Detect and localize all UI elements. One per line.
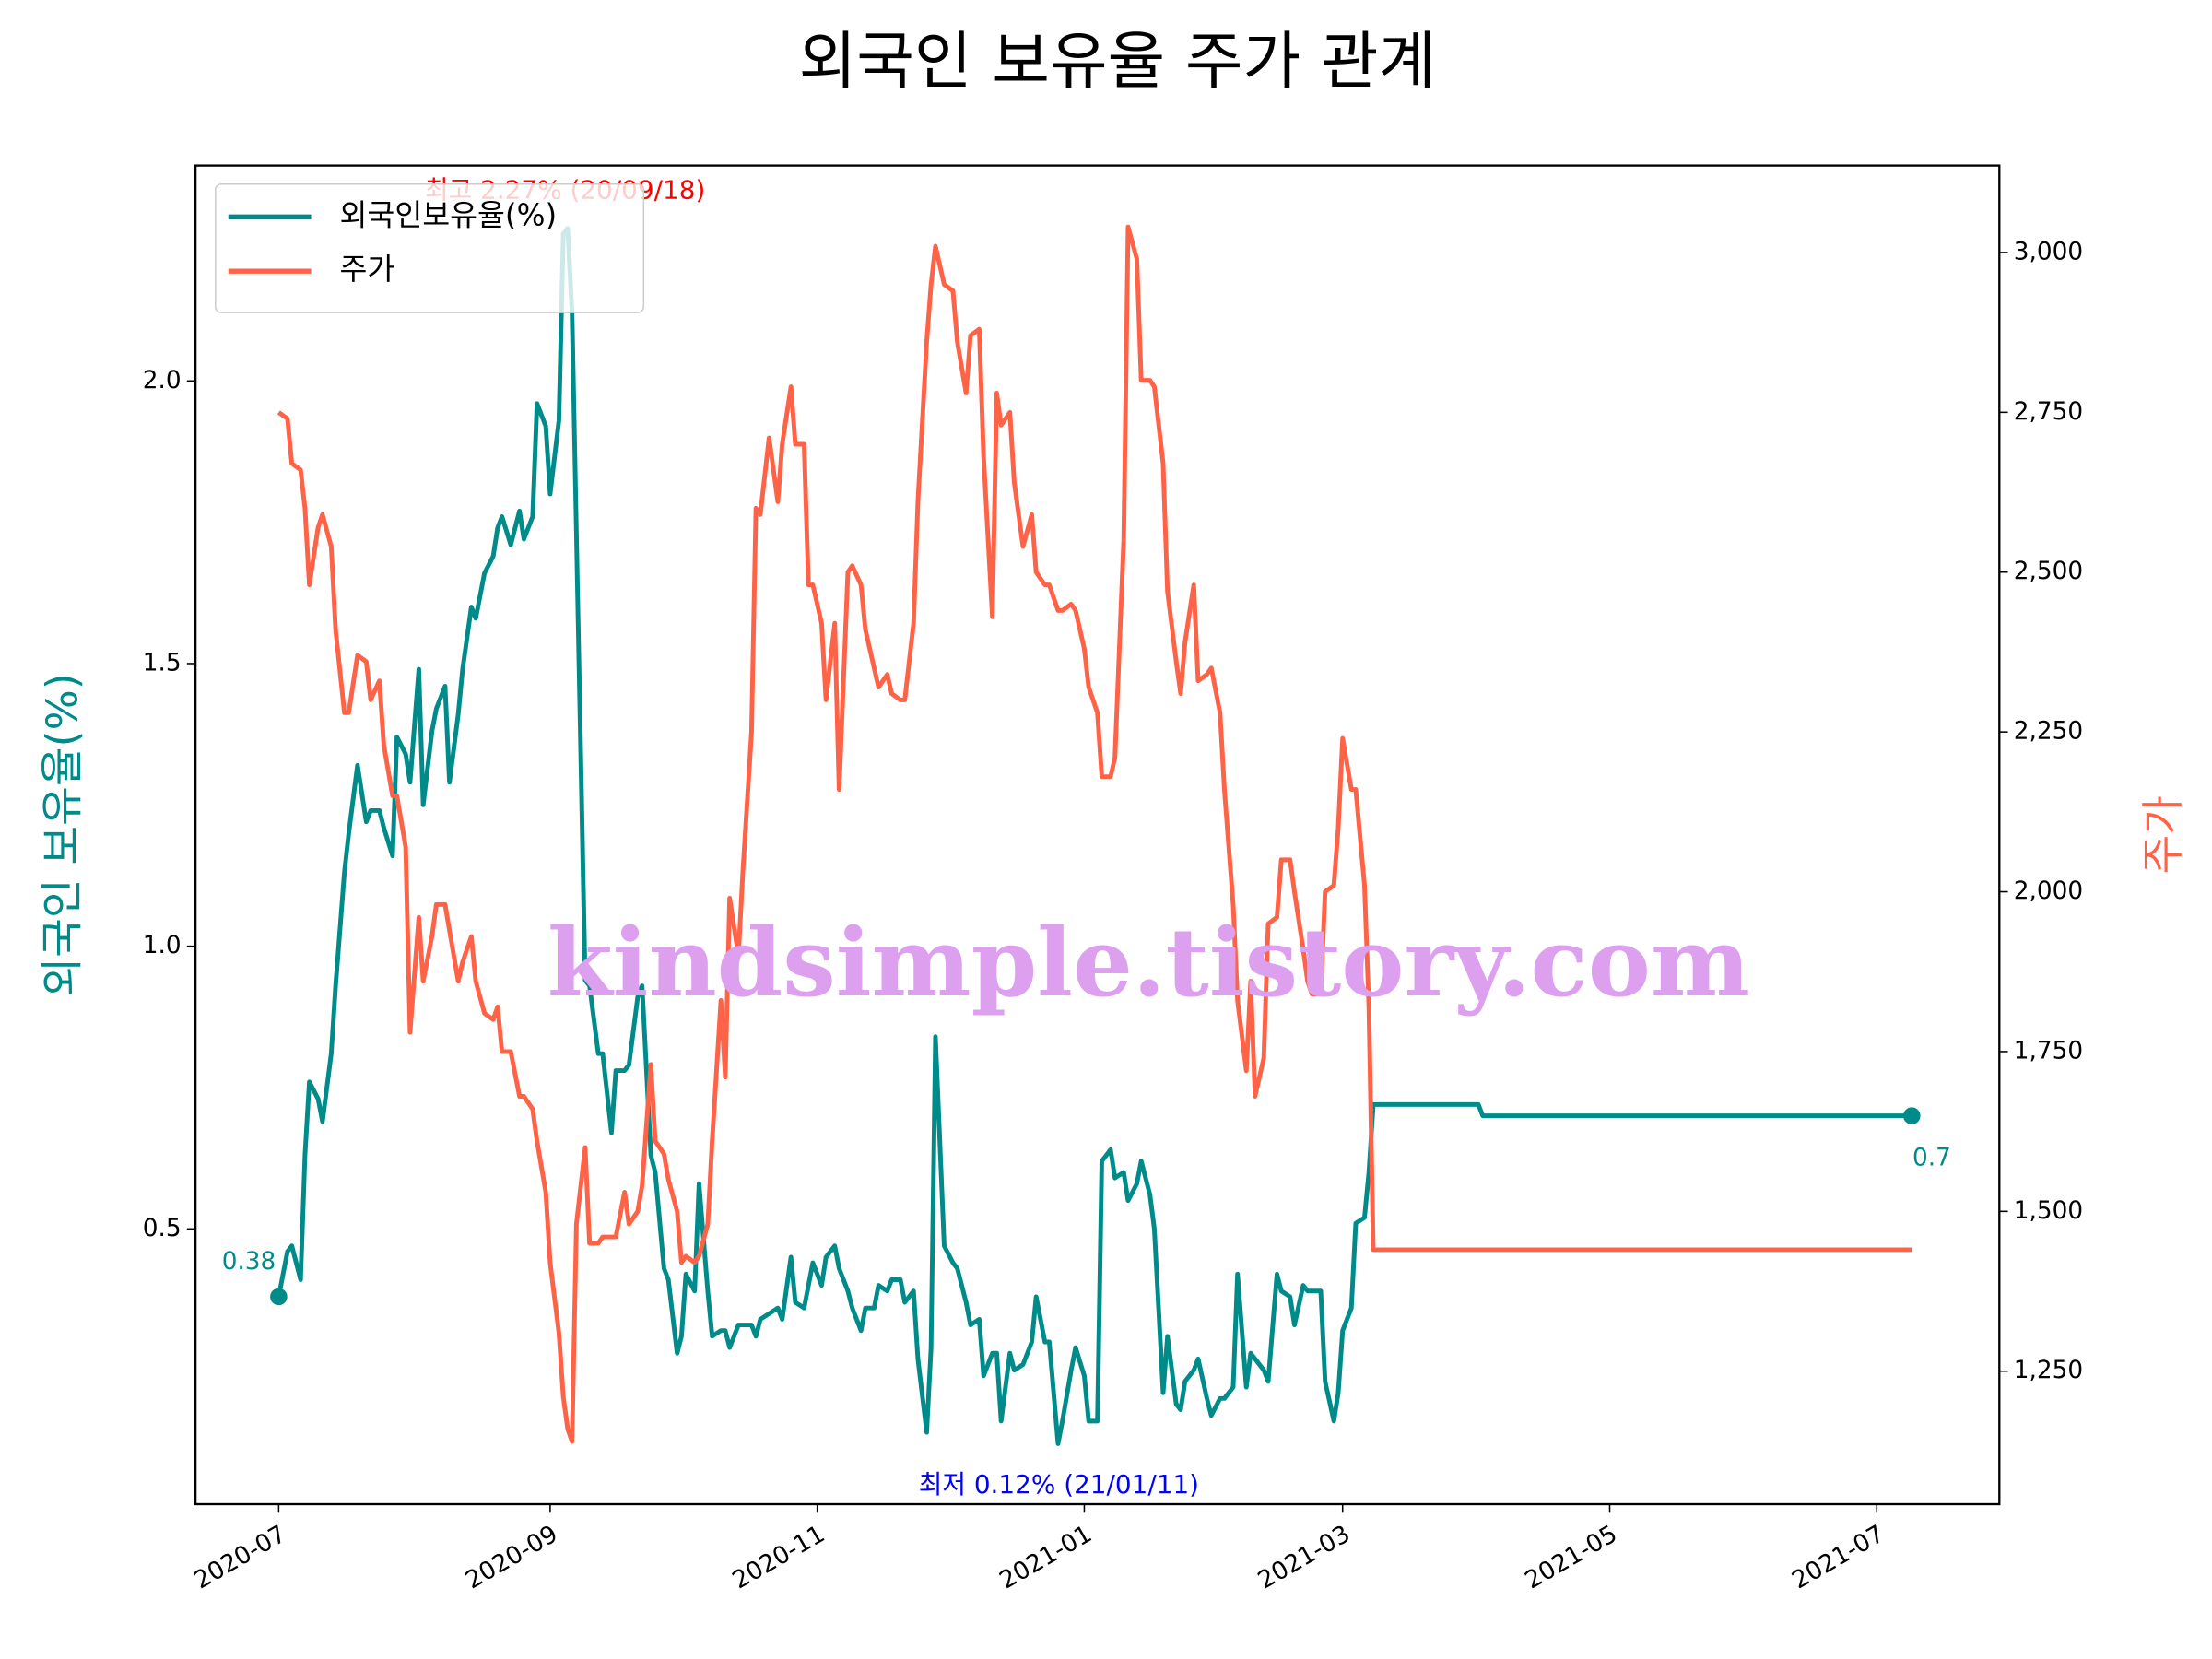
value-label: 0.7 — [1912, 1145, 1951, 1172]
plot-frame — [194, 164, 2001, 1506]
value-label: 0.38 — [222, 1248, 276, 1276]
y2-tick-label: 1,750 — [2014, 1037, 2083, 1065]
end-marker — [1902, 1107, 1921, 1124]
min-annotation: 최저 0.12% (21/01/11) — [919, 1469, 1199, 1500]
y-tick-label: 0.5 — [143, 1215, 182, 1242]
y2-tick-label: 2,750 — [2014, 398, 2083, 426]
y2-tick-label: 2,250 — [2014, 718, 2083, 746]
legend-label: 외국인보유율(%) — [340, 197, 558, 232]
watermark: kindsimple.tistory.com — [547, 908, 1750, 1018]
y2-tick-label: 1,500 — [2014, 1197, 2083, 1225]
series-line — [276, 226, 1912, 1446]
y2-tick-label: 3,000 — [2014, 238, 2083, 265]
y-tick-label: 2.0 — [143, 367, 182, 394]
legend-label: 주가 — [340, 252, 395, 287]
y-axis-label: 외국인 보유율(%) — [38, 673, 88, 996]
end-marker — [270, 1288, 288, 1306]
y-tick-label: 1.5 — [143, 649, 182, 677]
y2-tick-label: 2,500 — [2014, 558, 2083, 585]
y2-tick-label: 2,000 — [2014, 877, 2083, 905]
plot-area — [270, 224, 1921, 1446]
chart-title: 외국인 보유율 주가 관계 — [799, 26, 1437, 99]
y2-axis-label: 주가 — [2138, 795, 2188, 874]
y-tick-label: 1.0 — [143, 932, 182, 959]
series-line — [276, 224, 1912, 1444]
legend: 외국인보유율(%) 주가 — [215, 182, 645, 313]
legend-box — [215, 182, 645, 313]
y2-tick-label: 1,250 — [2014, 1357, 2083, 1384]
